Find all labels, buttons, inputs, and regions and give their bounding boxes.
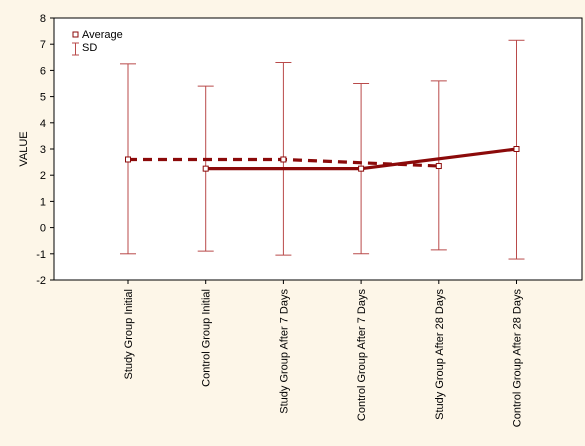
y-tick-label: 6 [40,65,46,77]
y-tick-label: 2 [40,170,46,182]
legend-average-marker-icon [72,31,79,38]
x-tick-label: Control Group Initial [201,289,213,387]
y-tick-label: -2 [36,275,46,287]
y-tick-label: 0 [40,223,46,235]
y-tick-label: -1 [36,249,46,261]
legend-sd-label: SD [82,42,97,54]
y-tick-label: 1 [40,196,46,208]
average-marker [358,165,365,172]
legend-sd-whisker-icon [72,42,79,56]
y-tick-label: 4 [40,118,46,130]
legend-average-label: Average [82,29,123,41]
x-axis: Study Group Initial Control Group Initial… [123,280,524,427]
average-marker [513,146,520,152]
legend: Average SD [72,29,123,56]
x-tick-label: Study Group Initial [123,289,135,380]
y-tick-label: 5 [40,92,46,104]
x-tick-label: Control Group After 7 Days [356,289,368,422]
y-tick-label: 7 [40,39,46,51]
average-marker [125,156,131,163]
average-marker [280,156,287,163]
average-markers [125,146,520,172]
y-tick-label: 8 [40,13,46,25]
average-marker [202,165,209,172]
y-axis-title: VALUE [18,131,30,166]
x-tick-label: Control Group After 28 Days [512,289,524,428]
x-tick-label: Study Group After 7 Days [278,289,290,414]
x-tick-label: Study Group After 28 Days [434,289,446,420]
y-axis: 8 7 6 5 4 3 2 1 0 -1 -2 [36,13,54,287]
average-marker [435,163,442,170]
y-tick-label: 3 [40,144,46,156]
plot-area [53,17,583,281]
